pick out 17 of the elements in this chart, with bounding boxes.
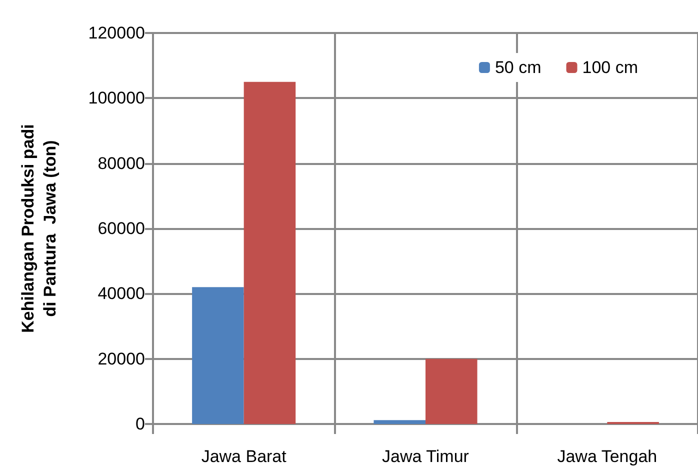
legend-label: 100 cm [582,58,638,77]
bar [192,287,244,424]
x-tick-label: Jawa Tengah [557,447,658,466]
y-tick-label: 100000 [88,88,145,108]
bar [374,420,426,424]
legend-label: 50 cm [494,58,542,77]
y-tick-label: 80000 [98,154,145,173]
y-tick-label: 0 [136,414,145,434]
bar [426,358,478,424]
y-axis-title: Kehilangan Produksi padi di Pantura Jawa (ton) [18,124,60,333]
y-tick-label: 20000 [98,349,145,368]
y-tick-label: 60000 [98,219,145,238]
bar [244,82,296,424]
y-tick-label: 40000 [98,284,145,304]
x-tick-label: Jawa Barat [201,447,287,466]
y-tick-label: 120000 [88,24,145,42]
x-tick-label: Jawa Timur [382,447,470,466]
